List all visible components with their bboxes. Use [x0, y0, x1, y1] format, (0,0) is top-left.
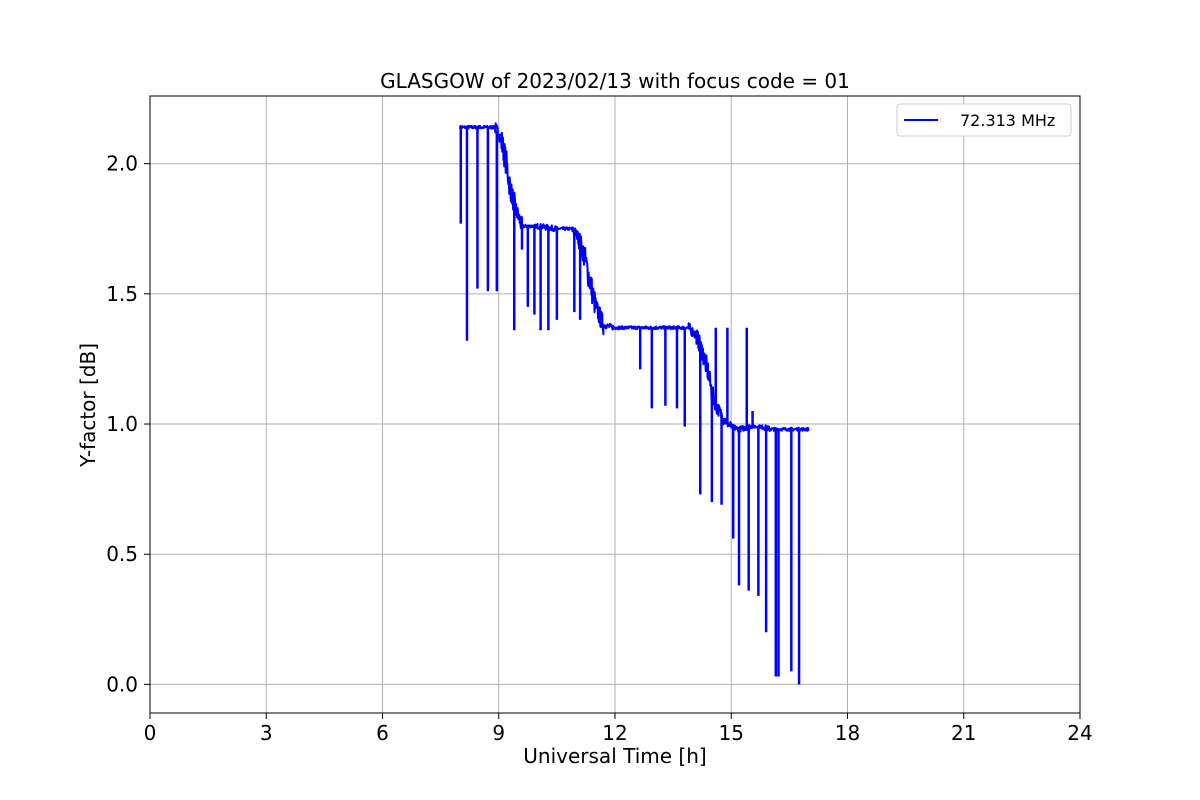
y-axis-label: Y-factor [dB] — [76, 343, 100, 468]
series-line-72313-mhz — [459, 122, 810, 433]
x-tick-label: 12 — [602, 721, 627, 745]
x-tick-label: 21 — [951, 721, 976, 745]
y-tick-label: 1.5 — [106, 282, 138, 306]
x-tick-label: 0 — [144, 721, 157, 745]
y-tick-label: 0.0 — [106, 672, 138, 696]
x-tick-label: 24 — [1067, 721, 1092, 745]
y-tick-label: 2.0 — [106, 152, 138, 176]
legend-box — [896, 103, 1072, 137]
x-tick-label: 6 — [376, 721, 389, 745]
x-tick-label: 15 — [719, 721, 744, 745]
legend-label-72313-mhz: 72.313 MHz — [960, 111, 1055, 130]
x-axis-label: Universal Time [h] — [523, 744, 706, 768]
series-layer — [459, 122, 810, 685]
legend: 72.313 MHz — [896, 103, 1072, 137]
axis-ticks: 0 3 6 9 12 15 18 21 24 0.0 0.5 1.0 1.5 2.0 — [106, 152, 1093, 745]
x-tick-label: 18 — [835, 721, 860, 745]
y-tick-label: 0.5 — [106, 542, 138, 566]
chart-title: GLASGOW of 2023/02/13 with focus code = … — [380, 69, 850, 93]
x-tick-label: 3 — [260, 721, 273, 745]
y-tick-label: 1.0 — [106, 412, 138, 436]
grid-lines — [149, 96, 1081, 713]
x-tick-label: 9 — [492, 721, 505, 745]
